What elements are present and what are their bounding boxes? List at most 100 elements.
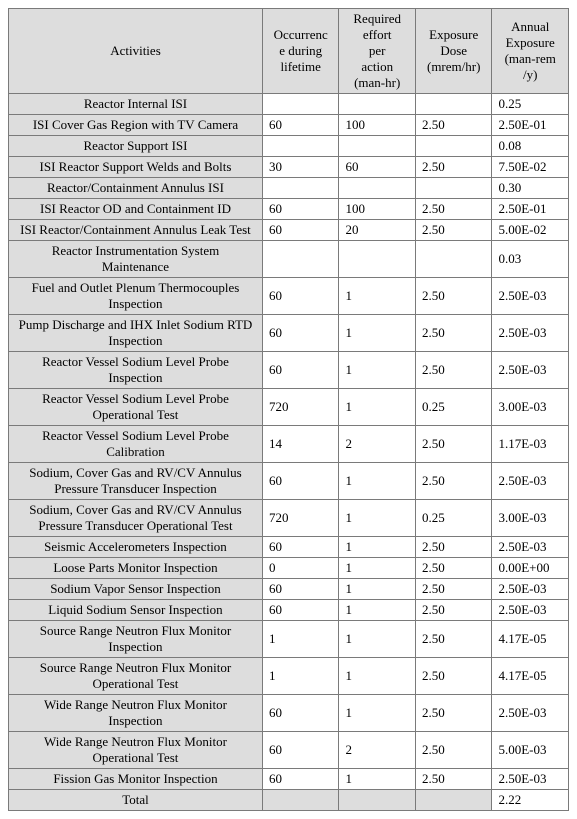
total-empty	[415, 790, 492, 811]
cell-eff	[339, 94, 416, 115]
cell-ann: 4.17E-05	[492, 658, 569, 695]
cell-ann: 2.50E-01	[492, 115, 569, 136]
activity-label: Sodium, Cover Gas and RV/CV Annulus Pres…	[9, 500, 263, 537]
activity-label: Wide Range Neutron Flux Monitor Operatio…	[9, 732, 263, 769]
activity-label: Reactor Vessel Sodium Level Probe Calibr…	[9, 426, 263, 463]
cell-ann: 1.17E-03	[492, 426, 569, 463]
table-row: Wide Range Neutron Flux Monitor Operatio…	[9, 732, 569, 769]
cell-eff: 1	[339, 769, 416, 790]
cell-dose: 2.50	[415, 579, 492, 600]
activity-label: Sodium Vapor Sensor Inspection	[9, 579, 263, 600]
activity-label: Loose Parts Monitor Inspection	[9, 558, 263, 579]
table-row: Sodium, Cover Gas and RV/CV Annulus Pres…	[9, 500, 569, 537]
cell-eff: 1	[339, 600, 416, 621]
total-annual: 2.22	[492, 790, 569, 811]
table-row: Reactor Instrumentation System Maintenan…	[9, 241, 569, 278]
table-row: Reactor Vessel Sodium Level Probe Operat…	[9, 389, 569, 426]
cell-ann: 4.17E-05	[492, 621, 569, 658]
cell-occ: 60	[262, 537, 339, 558]
cell-ann: 2.50E-01	[492, 199, 569, 220]
cell-dose: 2.50	[415, 621, 492, 658]
cell-eff: 1	[339, 278, 416, 315]
cell-ann: 5.00E-02	[492, 220, 569, 241]
table-row: Sodium, Cover Gas and RV/CV Annulus Pres…	[9, 463, 569, 500]
cell-occ: 60	[262, 278, 339, 315]
table-row: Source Range Neutron Flux Monitor Inspec…	[9, 621, 569, 658]
table-row: Reactor Internal ISI 0.25	[9, 94, 569, 115]
cell-occ: 60	[262, 115, 339, 136]
table-header: Activities Occurrenc e during lifetime R…	[9, 9, 569, 94]
cell-eff	[339, 241, 416, 278]
cell-ann: 2.50E-03	[492, 463, 569, 500]
cell-occ	[262, 136, 339, 157]
cell-occ	[262, 94, 339, 115]
activity-label: Reactor Vessel Sodium Level Probe Inspec…	[9, 352, 263, 389]
cell-eff: 1	[339, 463, 416, 500]
cell-occ: 720	[262, 500, 339, 537]
col-annual: Annual Exposure (man-rem /y)	[492, 9, 569, 94]
cell-dose: 2.50	[415, 463, 492, 500]
cell-ann: 2.50E-03	[492, 695, 569, 732]
cell-dose: 2.50	[415, 352, 492, 389]
cell-occ: 60	[262, 463, 339, 500]
cell-ann: 0.25	[492, 94, 569, 115]
table-row: Fuel and Outlet Plenum Thermocouples Ins…	[9, 278, 569, 315]
table-row: Reactor/Containment Annulus ISI0.30	[9, 178, 569, 199]
cell-eff: 1	[339, 537, 416, 558]
cell-eff: 1	[339, 500, 416, 537]
total-label: Total	[9, 790, 263, 811]
cell-ann: 2.50E-03	[492, 769, 569, 790]
activity-label: ISI Reactor OD and Containment ID	[9, 199, 263, 220]
cell-eff: 20	[339, 220, 416, 241]
cell-ann: 3.00E-03	[492, 500, 569, 537]
activity-label: Source Range Neutron Flux Monitor Inspec…	[9, 621, 263, 658]
exposure-table: Activities Occurrenc e during lifetime R…	[8, 8, 569, 811]
cell-occ: 30	[262, 157, 339, 178]
cell-occ: 60	[262, 695, 339, 732]
cell-dose: 2.50	[415, 658, 492, 695]
table-row: Source Range Neutron Flux Monitor Operat…	[9, 658, 569, 695]
cell-ann: 0.30	[492, 178, 569, 199]
table-row: ISI Reactor Support Welds and Bolts30602…	[9, 157, 569, 178]
cell-eff	[339, 136, 416, 157]
cell-occ: 60	[262, 600, 339, 621]
activity-label: Reactor Vessel Sodium Level Probe Operat…	[9, 389, 263, 426]
activity-label: ISI Reactor/Containment Annulus Leak Tes…	[9, 220, 263, 241]
cell-ann: 2.50E-03	[492, 600, 569, 621]
cell-dose: 0.25	[415, 500, 492, 537]
cell-ann: 0.08	[492, 136, 569, 157]
cell-occ: 1	[262, 621, 339, 658]
cell-ann: 2.50E-03	[492, 315, 569, 352]
total-row: Total 2.22	[9, 790, 569, 811]
cell-eff: 1	[339, 695, 416, 732]
cell-eff: 2	[339, 426, 416, 463]
cell-dose: 2.50	[415, 315, 492, 352]
table-row: Liquid Sodium Sensor Inspection6012.502.…	[9, 600, 569, 621]
table-row: Seismic Accelerometers Inspection6012.50…	[9, 537, 569, 558]
cell-dose: 2.50	[415, 426, 492, 463]
activity-label: Reactor Internal ISI	[9, 94, 263, 115]
cell-eff: 1	[339, 352, 416, 389]
cell-dose: 2.50	[415, 600, 492, 621]
total-empty	[262, 790, 339, 811]
cell-eff: 1	[339, 621, 416, 658]
cell-ann: 5.00E-03	[492, 732, 569, 769]
col-dose: Exposure Dose (mrem/hr)	[415, 9, 492, 94]
col-occurrence: Occurrenc e during lifetime	[262, 9, 339, 94]
table-body: Reactor Internal ISI0.25ISI Cover Gas Re…	[9, 94, 569, 811]
cell-eff: 1	[339, 389, 416, 426]
cell-occ: 720	[262, 389, 339, 426]
cell-eff: 1	[339, 579, 416, 600]
cell-occ: 1	[262, 658, 339, 695]
cell-occ: 60	[262, 220, 339, 241]
cell-occ: 60	[262, 199, 339, 220]
cell-ann: 7.50E-02	[492, 157, 569, 178]
cell-dose: 0.25	[415, 389, 492, 426]
cell-occ: 60	[262, 352, 339, 389]
activity-label: Reactor Support ISI	[9, 136, 263, 157]
table-row: Wide Range Neutron Flux Monitor Inspecti…	[9, 695, 569, 732]
cell-occ	[262, 241, 339, 278]
cell-ann: 2.50E-03	[492, 352, 569, 389]
cell-occ	[262, 178, 339, 199]
table-row: Fission Gas Monitor Inspection6012.502.5…	[9, 769, 569, 790]
